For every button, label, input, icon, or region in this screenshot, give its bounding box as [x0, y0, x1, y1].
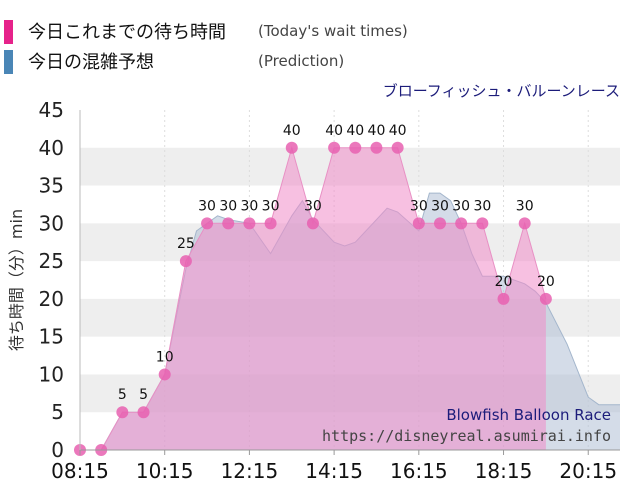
y-tick-label: 45	[39, 98, 64, 122]
watermark-attraction-name: Blowfish Balloon Race	[446, 406, 611, 424]
x-tick-label: 18:15	[475, 459, 533, 483]
y-tick-label: 5	[51, 400, 64, 424]
data-label: 30	[240, 198, 258, 214]
data-label: 30	[410, 198, 428, 214]
data-label: 30	[304, 198, 322, 214]
data-label: 30	[431, 198, 449, 214]
legend-actual-label: 今日これまでの待ち時間	[28, 22, 226, 43]
actual-wait-point	[370, 141, 383, 154]
y-axis-ticks: 0 5 10 15 20 25 30 35 40 45	[39, 98, 64, 462]
actual-wait-point	[328, 141, 341, 154]
y-tick-label: 20	[39, 287, 64, 311]
data-label: 40	[283, 123, 301, 139]
actual-wait-point	[264, 217, 277, 230]
data-label: 25	[177, 236, 195, 252]
actual-wait-point	[391, 141, 404, 154]
actual-wait-point	[412, 217, 425, 230]
x-tick-label: 14:15	[305, 459, 363, 483]
x-tick-label: 20:15	[559, 459, 617, 483]
data-label: 40	[368, 123, 386, 139]
x-tick-label: 16:15	[390, 459, 448, 483]
data-label: 30	[452, 198, 470, 214]
legend-prediction-sub: (Prediction)	[258, 52, 344, 70]
actual-wait-point	[539, 292, 552, 305]
y-tick-label: 10	[39, 362, 64, 386]
actual-wait-point	[243, 217, 256, 230]
y-tick-label: 25	[39, 249, 64, 273]
watermark-url: https://disneyreal.asumirai.info	[322, 427, 611, 445]
data-label: 20	[495, 274, 513, 290]
actual-wait-point	[349, 141, 362, 154]
data-label: 40	[389, 123, 407, 139]
data-label: 5	[139, 387, 148, 403]
data-label: 40	[325, 123, 343, 139]
x-tick-label: 12:15	[221, 459, 279, 483]
actual-wait-point	[179, 255, 192, 268]
x-axis-ticks: 08:15 10:15 12:15 14:15 16:15 18:15 20:15	[51, 450, 617, 483]
data-label: 10	[156, 349, 174, 365]
actual-wait-point	[137, 406, 150, 419]
actual-wait-point	[476, 217, 489, 230]
actual-wait-point	[285, 141, 298, 154]
legend-prediction-label: 今日の混雑予想	[28, 52, 154, 73]
actual-wait-point	[518, 217, 531, 230]
data-label: 5	[118, 387, 127, 403]
legend: 今日これまでの待ち時間 (Today's wait times) 今日の混雑予想…	[4, 20, 408, 74]
data-label: 30	[262, 198, 280, 214]
actual-wait-point	[116, 406, 129, 419]
data-label: 40	[346, 123, 364, 139]
legend-prediction-swatch	[4, 50, 13, 74]
data-label: 30	[516, 198, 534, 214]
actual-wait-point	[201, 217, 214, 230]
actual-wait-point	[434, 217, 446, 230]
x-tick-label: 08:15	[51, 459, 109, 483]
legend-actual-swatch	[4, 20, 13, 44]
actual-wait-point	[158, 368, 171, 381]
data-label: 30	[219, 198, 237, 214]
data-label: 30	[198, 198, 216, 214]
data-label: 20	[537, 274, 555, 290]
legend-actual-sub: (Today's wait times)	[258, 22, 408, 40]
y-tick-label: 40	[39, 136, 64, 160]
y-tick-label: 30	[39, 211, 64, 235]
attraction-name: ブローフィッシュ・バルーンレース	[383, 82, 620, 100]
y-axis-label: 待ち時間（分）min	[7, 209, 26, 351]
y-tick-label: 15	[39, 325, 64, 349]
actual-wait-point	[455, 217, 468, 230]
y-tick-label: 0	[51, 438, 64, 462]
actual-wait-point	[497, 292, 510, 305]
data-label: 30	[473, 198, 491, 214]
actual-wait-point	[306, 217, 319, 230]
actual-wait-point	[222, 217, 235, 230]
y-tick-label: 35	[39, 174, 64, 198]
x-tick-label: 10:15	[136, 459, 194, 483]
